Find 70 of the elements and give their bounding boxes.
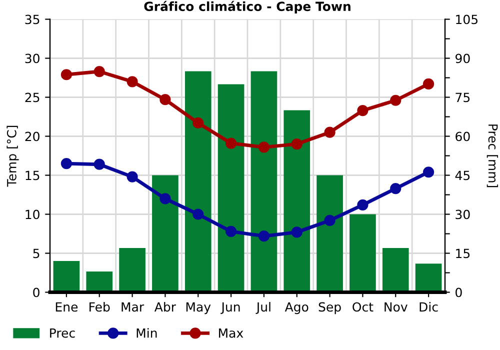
y2-tick-label: 75 [456,92,470,102]
y-tick-label: 5 [33,248,40,258]
y-tick-label: 15 [26,170,40,180]
y2-tick-label: 45 [455,170,470,180]
y-tick-label: 0 [33,288,40,298]
bar [382,248,409,292]
point [225,226,237,237]
y2-tick-label: 105 [456,14,478,24]
point [60,69,72,80]
legend-label: Prec [50,328,75,338]
point [357,199,368,210]
y-tick-label: 20 [25,132,40,142]
point [422,166,434,178]
point [192,208,204,220]
bar [218,84,244,292]
point [324,214,336,226]
bar [350,214,376,292]
bar [184,71,212,292]
bar [284,110,310,292]
point [94,66,105,78]
point [357,104,368,116]
x-tick-label: Ago [284,302,308,314]
point [225,138,237,149]
x-tick-label: Sep [318,302,341,314]
x-tick-label: Jul [256,302,270,314]
y-tick-label: 10 [26,210,40,220]
x-tick-label: Mar [122,302,144,312]
bar [119,248,146,292]
bar [53,261,80,292]
x-tick-label: Jun [220,302,240,314]
chart-title: Gráfico climático - Cape Town [144,0,350,14]
y-tick-label: 30 [25,54,40,64]
bar [86,271,113,292]
point [390,94,402,106]
y-tick-label: 35 [25,14,40,24]
point [60,158,72,170]
point [126,171,138,182]
point [258,142,270,153]
point [126,76,138,88]
x-tick-label: Abr [154,302,176,312]
point [192,117,204,129]
bar [250,71,278,292]
y2-axis-title: Prec [mm] [486,124,498,188]
y2-tick-label: 0 [456,288,462,298]
y-tick-label: 25 [25,92,40,102]
legend-label: Min [136,328,157,338]
x-tick-label: Feb [90,302,110,312]
y-axis-title: Temp [°C] [6,126,19,187]
y2-tick-label: 15 [456,248,470,258]
bar [415,264,442,292]
point [160,193,171,204]
point [422,78,434,90]
x-tick-label: Dic [420,302,438,312]
bar [316,175,343,292]
y2-tick-label: 60 [456,132,470,142]
x-tick-label: Nov [384,302,408,312]
point [160,94,171,106]
x-tick-label: Oct [352,302,374,312]
point [390,182,402,194]
y2-tick-label: 90 [456,54,470,64]
y2-tick-label: 30 [456,210,470,220]
point [324,126,336,138]
point [258,230,270,242]
legend-label: Max [218,328,244,338]
x-tick-label: May [186,302,211,314]
point [291,138,302,150]
point [291,226,302,238]
x-tick-label: Ene [56,302,78,312]
point [94,158,105,170]
bar [152,175,178,292]
